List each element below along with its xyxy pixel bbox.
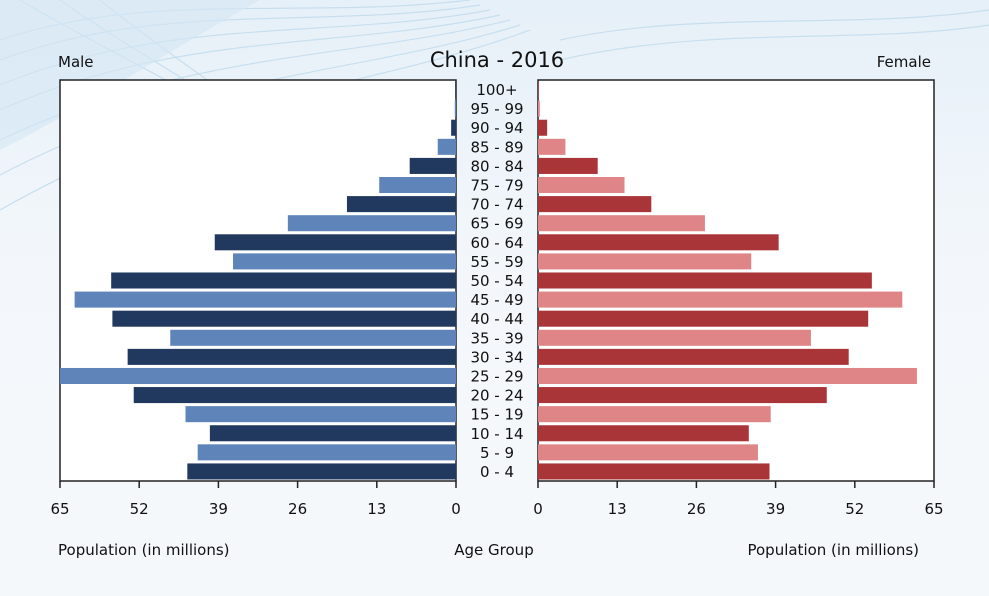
female-bar: [538, 177, 625, 194]
female-bars: [538, 81, 917, 480]
female-label: Female: [877, 53, 931, 71]
male-bar: [451, 119, 456, 136]
female-bar: [538, 463, 770, 480]
male-bar: [437, 138, 456, 155]
female-bar: [538, 100, 540, 117]
age-group-label: 75 - 79: [470, 177, 523, 195]
tick-label: 13: [608, 500, 627, 518]
male-bar: [170, 329, 457, 346]
male-bar: [112, 310, 456, 327]
age-group-label: 65 - 69: [470, 215, 523, 233]
female-bar: [538, 425, 749, 442]
age-group-label: 70 - 74: [470, 196, 523, 214]
female-bar: [538, 119, 548, 136]
male-bar: [127, 348, 456, 365]
male-bar: [287, 215, 456, 232]
age-group-label: 95 - 99: [470, 100, 523, 118]
female-bar: [538, 387, 827, 404]
female-bar: [538, 348, 849, 365]
female-axis-ticks: 0 13 26 39 52 65: [533, 481, 944, 518]
male-axis-ticks: 65 52 39 26 13 0: [50, 481, 461, 518]
age-group-label: 10 - 14: [470, 425, 523, 443]
male-bar: [379, 177, 456, 194]
age-group-label: 80 - 84: [470, 157, 523, 175]
age-group-label: 85 - 89: [470, 138, 523, 156]
tick-label: 65: [50, 500, 69, 518]
female-bar: [538, 444, 758, 461]
female-bar: [538, 215, 705, 232]
age-group-label: 35 - 39: [470, 329, 523, 347]
female-bar: [538, 234, 779, 251]
male-bars: [60, 81, 457, 480]
tick-label: 0: [451, 500, 461, 518]
age-group-label: 30 - 34: [470, 348, 523, 366]
female-bar: [538, 406, 771, 423]
age-group-label: 45 - 49: [470, 291, 523, 309]
male-bar: [111, 272, 456, 289]
male-bar: [133, 387, 456, 404]
tick-label: 65: [924, 500, 943, 518]
male-bar: [197, 444, 456, 461]
male-bar: [74, 291, 457, 308]
male-bar: [214, 234, 456, 251]
tick-label: 39: [766, 500, 785, 518]
female-bar: [538, 81, 539, 98]
female-bar: [538, 196, 652, 213]
age-group-label: 60 - 64: [470, 234, 523, 252]
tick-label: 26: [687, 500, 706, 518]
age-group-title: Age Group: [454, 541, 533, 559]
female-bar: [538, 157, 598, 174]
female-bar: [538, 329, 811, 346]
tick-label: 39: [209, 500, 228, 518]
age-group-label: 100+: [476, 81, 517, 99]
age-group-label: 20 - 24: [470, 387, 523, 405]
male-bar: [455, 81, 456, 98]
male-bar: [185, 406, 457, 423]
female-bar: [538, 138, 566, 155]
male-x-axis-title: Population (in millions): [58, 541, 230, 559]
tick-label: 52: [845, 500, 864, 518]
age-group-label: 5 - 9: [480, 444, 514, 462]
tick-label: 26: [288, 500, 307, 518]
male-bar: [409, 157, 456, 174]
female-bar: [538, 367, 917, 384]
male-label: Male: [58, 53, 94, 71]
female-bar: [538, 291, 903, 308]
age-group-label: 25 - 29: [470, 367, 523, 385]
male-bar: [60, 367, 456, 384]
female-bar: [538, 272, 872, 289]
age-group-label: 0 - 4: [480, 463, 514, 481]
tick-label: 0: [533, 500, 543, 518]
female-bar: [538, 253, 752, 270]
tick-label: 13: [367, 500, 386, 518]
age-group-label: 50 - 54: [470, 272, 523, 290]
age-group-label: 15 - 19: [470, 406, 523, 424]
chart-title: China - 2016: [430, 48, 564, 72]
male-bar: [233, 253, 456, 270]
tick-label: 52: [130, 500, 149, 518]
male-bar: [454, 100, 456, 117]
age-group-label: 55 - 59: [470, 253, 523, 271]
male-bar: [187, 463, 456, 480]
female-bar: [538, 310, 869, 327]
female-x-axis-title: Population (in millions): [747, 541, 919, 559]
male-bar: [346, 196, 456, 213]
male-bar: [209, 425, 456, 442]
age-group-label: 40 - 44: [470, 310, 523, 328]
age-group-label: 90 - 94: [470, 119, 523, 137]
